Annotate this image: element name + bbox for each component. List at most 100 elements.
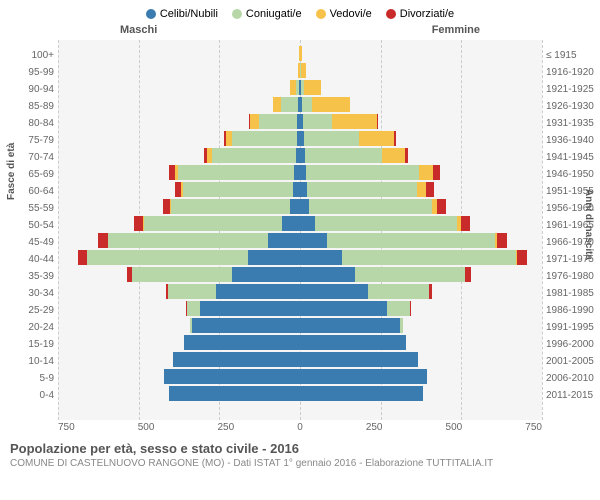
age-label: 65-69 [0, 169, 58, 180]
age-label: 30-34 [0, 288, 58, 299]
age-label: 20-24 [0, 322, 58, 333]
gender-labels: Maschi Femmine [0, 24, 600, 36]
bar-female [300, 386, 542, 402]
bar-male [58, 165, 300, 181]
legend-label: Celibi/Nubili [160, 8, 218, 20]
seg-divorziati [437, 199, 445, 214]
birth-label: 1941-1945 [542, 152, 600, 163]
seg-vedovi [273, 97, 281, 112]
seg-divorziati [394, 131, 396, 146]
birth-label: 1991-1995 [542, 322, 600, 333]
legend-label: Vedovi/e [330, 8, 372, 20]
legend-swatch [232, 9, 242, 19]
bar-female [300, 148, 542, 164]
seg-celibi [300, 301, 387, 316]
bar-female [300, 131, 542, 147]
seg-celibi [268, 233, 300, 248]
chart-title: Popolazione per età, sesso e stato civil… [10, 441, 600, 456]
bar-male [58, 46, 300, 62]
seg-vedovi [417, 182, 427, 197]
seg-celibi [216, 284, 300, 299]
bar-female [300, 80, 542, 96]
seg-coniugati [232, 131, 297, 146]
pyramid-row [58, 131, 542, 147]
bar-female [300, 284, 542, 300]
seg-celibi [232, 267, 300, 282]
age-label: 75-79 [0, 135, 58, 146]
seg-coniugati [87, 250, 248, 265]
seg-divorziati [497, 233, 507, 248]
bar-female [300, 97, 542, 113]
seg-coniugati [355, 267, 465, 282]
seg-celibi [300, 267, 355, 282]
birth-label: 2011-2015 [542, 390, 600, 401]
pyramid-chart: Celibi/NubiliConiugati/eVedovi/eDivorzia… [0, 0, 600, 500]
legend: Celibi/NubiliConiugati/eVedovi/eDivorzia… [0, 0, 600, 24]
age-label: 55-59 [0, 203, 58, 214]
xtick: 250 [217, 422, 234, 433]
seg-celibi [300, 352, 418, 367]
seg-divorziati [134, 216, 143, 231]
pyramid-row [58, 233, 542, 249]
age-label: 35-39 [0, 271, 58, 282]
bar-female [300, 114, 542, 130]
seg-celibi [300, 216, 315, 231]
seg-vedovi [250, 114, 259, 129]
birth-label: ≤ 1915 [542, 50, 600, 61]
bar-female [300, 216, 542, 232]
pyramid-row [58, 369, 542, 385]
seg-celibi [164, 369, 300, 384]
bar-male [58, 114, 300, 130]
seg-vedovi [301, 63, 307, 78]
bar-male [58, 182, 300, 198]
bar-male [58, 80, 300, 96]
seg-celibi [169, 386, 300, 401]
seg-coniugati [132, 267, 232, 282]
seg-coniugati [327, 233, 495, 248]
seg-coniugati [259, 114, 298, 129]
bar-female [300, 46, 542, 62]
birth-label: 1956-1960 [542, 203, 600, 214]
age-label: 10-14 [0, 356, 58, 367]
pyramid-row [58, 46, 542, 62]
seg-coniugati [307, 182, 417, 197]
legend-label: Coniugati/e [246, 8, 302, 20]
age-label: 45-49 [0, 237, 58, 248]
pyramid-row [58, 63, 542, 79]
x-axis: 7505002500250500750 [58, 422, 542, 433]
age-label: 40-44 [0, 254, 58, 265]
seg-divorziati [98, 233, 108, 248]
seg-celibi [300, 369, 427, 384]
seg-divorziati [429, 284, 432, 299]
bar-male [58, 250, 300, 266]
bar-male [58, 63, 300, 79]
bar-male [58, 386, 300, 402]
bar-male [58, 369, 300, 385]
chart-area [58, 40, 542, 420]
bar-male [58, 318, 300, 334]
legend-item: Coniugati/e [232, 8, 302, 20]
chart-subtitle: COMUNE DI CASTELNUOVO RANGONE (MO) - Dat… [10, 458, 600, 469]
age-label: 50-54 [0, 220, 58, 231]
birth-label: 1936-1940 [542, 135, 600, 146]
seg-celibi [300, 182, 307, 197]
xtick: 0 [297, 422, 303, 433]
seg-celibi [300, 284, 368, 299]
seg-celibi [300, 386, 423, 401]
seg-divorziati [410, 301, 411, 316]
seg-vedovi [312, 97, 351, 112]
seg-divorziati [465, 267, 471, 282]
seg-divorziati [163, 199, 170, 214]
seg-coniugati [212, 148, 296, 163]
pyramid-row [58, 352, 542, 368]
seg-coniugati [108, 233, 268, 248]
bar-female [300, 352, 542, 368]
bar-male [58, 301, 300, 317]
seg-celibi [200, 301, 300, 316]
seg-coniugati [171, 199, 290, 214]
pyramid-row [58, 97, 542, 113]
bar-male [58, 352, 300, 368]
birth-label: 1996-2000 [542, 339, 600, 350]
seg-coniugati [305, 148, 382, 163]
birth-label: 1961-1965 [542, 220, 600, 231]
